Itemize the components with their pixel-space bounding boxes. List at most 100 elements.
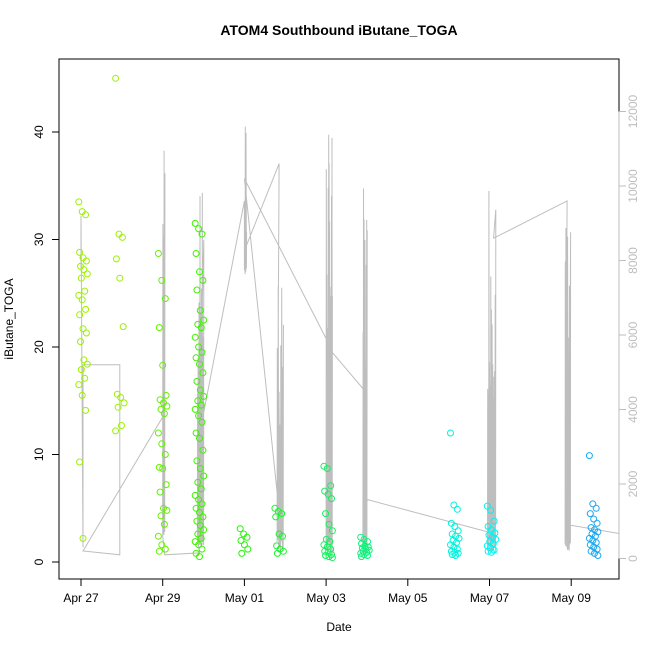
data-point [81,374,89,382]
data-point [328,527,336,535]
data-point [76,311,84,319]
data-point [191,491,199,499]
data-point [193,517,201,525]
data-point [83,270,91,278]
x-tick-label: Apr 29 [145,591,181,605]
data-point [112,427,120,435]
data-point [160,520,168,528]
data-point [196,386,204,394]
data-point [192,250,200,257]
data-point [193,457,201,465]
data-point [79,325,87,333]
scatter-points [75,74,602,562]
data-point [155,463,163,471]
altitude-line [80,126,619,556]
data-point [82,211,90,219]
data-point [194,397,202,405]
data-point [483,502,491,510]
data-point [161,451,169,458]
data-point [77,366,85,374]
data-point [198,348,206,356]
data-point [324,490,332,498]
data-point [200,472,208,480]
x-tick-label: May 09 [552,591,592,605]
data-point [592,504,600,512]
data-point [197,485,205,493]
data-point [585,534,593,542]
data-point [586,510,594,518]
plot-frame [58,58,620,580]
data-point [156,488,164,496]
data-point [155,547,163,555]
data-point [325,520,333,528]
data-point [279,547,287,555]
data-point [594,552,602,559]
data-point [114,403,122,411]
data-point [161,545,169,553]
data-point [80,266,88,274]
y-right-tick-label: 6000 [626,321,640,348]
data-point [154,250,162,257]
data-point [75,381,83,389]
data-point [244,545,252,553]
data-point [112,255,120,263]
data-point [483,542,491,550]
data-point [196,465,204,472]
altitude-series [80,126,619,556]
data-point [357,549,365,557]
data-point [200,526,208,534]
data-point [328,554,336,562]
data-point [195,541,203,549]
data-point [118,233,126,241]
data-point [196,307,204,314]
data-point [193,286,201,294]
data-point [488,548,495,556]
data-point [191,219,199,227]
data-point [195,412,203,420]
data-point [322,552,330,559]
data-point [115,230,123,238]
data-point [454,527,462,535]
data-point [198,230,206,238]
data-point [191,405,199,413]
data-point [117,394,125,401]
data-point [452,552,460,559]
data-point [587,547,595,555]
data-point [238,549,246,557]
data-point [328,495,335,503]
data-point [322,510,330,518]
data-point [194,530,202,538]
data-point [112,74,120,82]
axes: Apr 27 Apr 29 May 01 May 03 May 05 May 07 May … [32,94,640,605]
data-point [272,513,280,521]
data-point [81,287,89,295]
data-point [199,513,207,521]
y-tick-label: 0 [32,558,46,565]
data-point [82,305,90,313]
data-point [196,268,203,276]
data-point [323,465,331,472]
data-point [453,505,461,513]
data-point [236,525,244,533]
data-point [77,338,84,346]
data-point [240,530,248,538]
data-point [157,512,165,520]
data-point [195,496,203,504]
data-point [163,402,171,410]
y-right-tick-label: 10000 [626,169,640,203]
data-point [162,481,170,489]
data-point [194,478,202,486]
data-point [77,274,85,282]
y-tick-label: 30 [32,233,46,247]
data-point [161,295,169,303]
x-tick-label: May 07 [470,591,510,605]
data-point [192,504,200,512]
data-point [162,391,170,399]
data-point [198,418,206,426]
data-point [78,296,86,304]
data-point [82,257,90,265]
data-point [192,354,200,362]
data-point [160,410,168,418]
data-point [119,323,127,331]
data-point [79,534,87,542]
